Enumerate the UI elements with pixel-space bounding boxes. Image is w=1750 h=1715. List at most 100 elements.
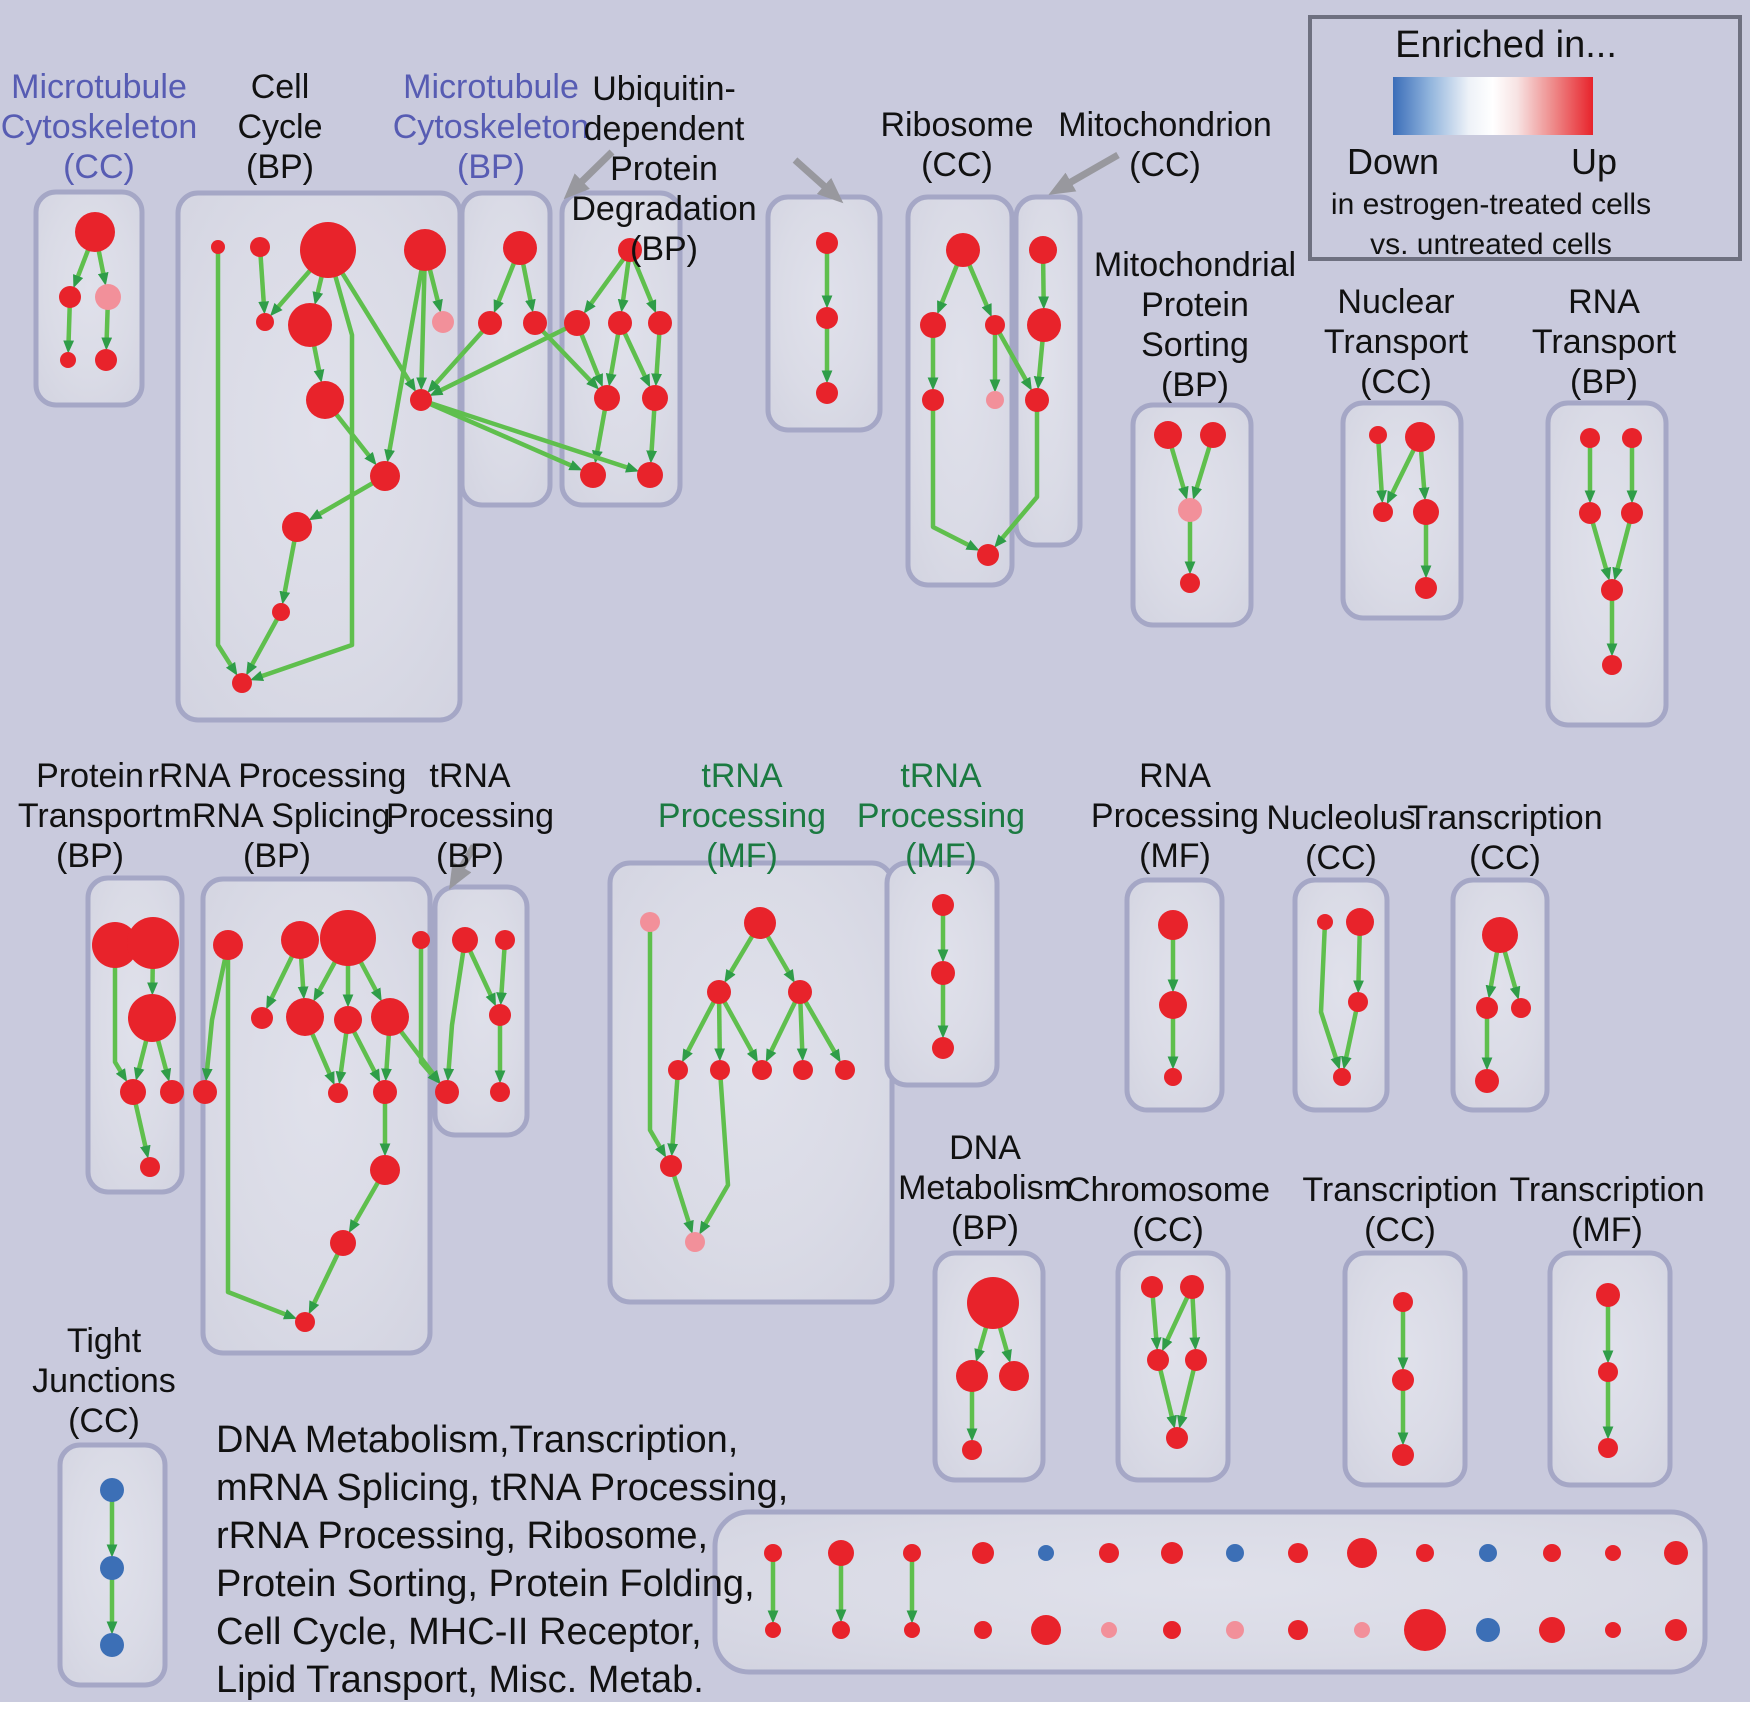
annotation-arrow xyxy=(449,844,478,890)
go-term-node xyxy=(1605,1545,1621,1561)
go-term-node xyxy=(1029,236,1057,264)
go-term-node xyxy=(410,389,432,411)
lbl-microtubule-cc-line-3: (CC) xyxy=(63,148,135,186)
lbl-cell-cycle-line-3: (BP) xyxy=(246,148,314,186)
go-term-node xyxy=(120,1079,146,1105)
go-term-node xyxy=(250,237,270,257)
lbl-trna-mf-1-line-2: Processing xyxy=(658,797,826,835)
hierarchy-arrow xyxy=(201,944,231,1082)
go-term-node xyxy=(432,311,454,333)
lbl-transcription-cc-top-line-1: Transcription xyxy=(1407,799,1602,837)
lbl-ubiquitin-line-5: (BP) xyxy=(630,230,698,268)
go-term-node xyxy=(1665,1619,1687,1641)
go-term-node xyxy=(765,1622,781,1638)
go-term-node xyxy=(618,238,642,262)
go-term-node xyxy=(95,349,117,371)
lbl-chromosome: Chromosome(CC) xyxy=(1066,1171,1270,1249)
go-term-node xyxy=(986,391,1004,409)
lbl-transcription-mf-line-2: (MF) xyxy=(1571,1211,1643,1249)
go-term-node xyxy=(685,1232,705,1252)
lbl-ribosome-line-2: (CC) xyxy=(921,146,993,184)
go-term-node xyxy=(1416,1544,1434,1562)
lbl-chromosome-line-1: Chromosome xyxy=(1066,1171,1270,1209)
legend-frame xyxy=(1308,15,1742,261)
go-term-node xyxy=(1392,1369,1414,1391)
go-term-node xyxy=(637,462,663,488)
hierarchy-arrow xyxy=(250,249,355,682)
go-term-node xyxy=(1031,1615,1061,1645)
go-term-node xyxy=(1333,1068,1351,1086)
go-term-node xyxy=(1413,499,1439,525)
go-term-node xyxy=(1226,1544,1244,1562)
go-term-node xyxy=(213,930,243,960)
go-term-node xyxy=(435,1080,459,1104)
box-misc-summary xyxy=(712,1509,1708,1675)
go-term-node xyxy=(1598,1362,1618,1382)
go-term-node xyxy=(306,381,344,419)
hierarchy-arrow xyxy=(384,249,428,463)
go-term-node xyxy=(1601,579,1623,601)
misc-summary-text: DNA Metabolism,Transcription, mRNA Splici… xyxy=(216,1419,788,1701)
go-term-node xyxy=(1479,1544,1497,1562)
go-term-node xyxy=(1579,502,1601,524)
hierarchy-arrow xyxy=(533,321,600,390)
go-term-node xyxy=(1476,997,1498,1019)
go-term-node xyxy=(1161,1542,1183,1564)
go-term-node xyxy=(710,1060,730,1080)
go-term-node xyxy=(660,1155,682,1177)
go-term-node xyxy=(371,998,409,1036)
go-term-node xyxy=(1511,998,1531,1018)
lbl-cell-cycle-line-2: Cycle xyxy=(237,108,322,146)
misc-summary-line-2: mRNA Splicing, tRNA Processing, xyxy=(216,1467,788,1509)
go-term-node xyxy=(793,1060,813,1080)
go-term-node xyxy=(1482,917,1518,953)
go-term-node xyxy=(642,385,668,411)
go-term-node xyxy=(1476,1618,1500,1642)
go-term-node xyxy=(478,311,502,335)
annotation-arrow xyxy=(563,149,615,200)
box-nucleolus xyxy=(1292,877,1390,1113)
lbl-trna-bp-line-3: (BP) xyxy=(436,837,504,875)
misc-summary-line-4: Protein Sorting, Protein Folding, xyxy=(216,1563,755,1605)
go-term-node xyxy=(1099,1543,1119,1563)
hierarchy-arrow xyxy=(994,400,1040,548)
lbl-transcription-mf: Transcription(MF) xyxy=(1509,1171,1704,1249)
go-term-node xyxy=(490,1082,510,1102)
go-term-node xyxy=(1393,1292,1413,1312)
legend-gradient-bar xyxy=(1393,77,1593,135)
lbl-trna-mf-1-line-3: (MF) xyxy=(706,837,778,875)
go-term-node xyxy=(1347,1538,1377,1568)
lbl-microtubule-cc-line-1: Microtubule xyxy=(11,68,187,106)
go-term-node xyxy=(412,931,430,949)
lbl-ubiquitin-line-2: dependent xyxy=(584,110,745,148)
go-term-node xyxy=(1180,573,1200,593)
legend-up-label: Up xyxy=(1571,141,1617,182)
misc-summary-line-6: Lipid Transport, Misc. Metab. xyxy=(216,1659,704,1701)
go-term-node xyxy=(764,1544,782,1562)
lbl-rna-transport-line-3: (BP) xyxy=(1570,363,1638,401)
lbl-microtubule-bp-line-3: (BP) xyxy=(457,148,525,186)
lbl-transcription-cc-top: Transcription(CC) xyxy=(1407,799,1602,877)
lbl-tight-junctions-line-2: Junctions xyxy=(32,1362,176,1400)
lbl-rna-transport-line-1: RNA xyxy=(1568,283,1640,321)
lbl-mito-protein-sorting-line-3: Sorting xyxy=(1141,326,1249,364)
go-term-node xyxy=(922,389,944,411)
misc-summary-line-1: DNA Metabolism,Transcription, xyxy=(216,1419,738,1461)
go-term-node xyxy=(1158,910,1188,940)
box-nuclear-transport xyxy=(1340,400,1464,621)
go-term-node xyxy=(286,998,324,1036)
box-chromosome xyxy=(1115,1250,1231,1483)
go-term-node xyxy=(967,1277,1019,1329)
go-term-node xyxy=(1154,421,1182,449)
lbl-dna-metabolism-line-1: DNA xyxy=(949,1129,1021,1167)
lbl-rna-processing-mf-line-3: (MF) xyxy=(1139,837,1211,875)
go-term-node xyxy=(1543,1544,1561,1562)
go-term-node xyxy=(330,1230,356,1256)
lbl-transcription-cc-bottom-line-1: Transcription xyxy=(1302,1171,1497,1209)
